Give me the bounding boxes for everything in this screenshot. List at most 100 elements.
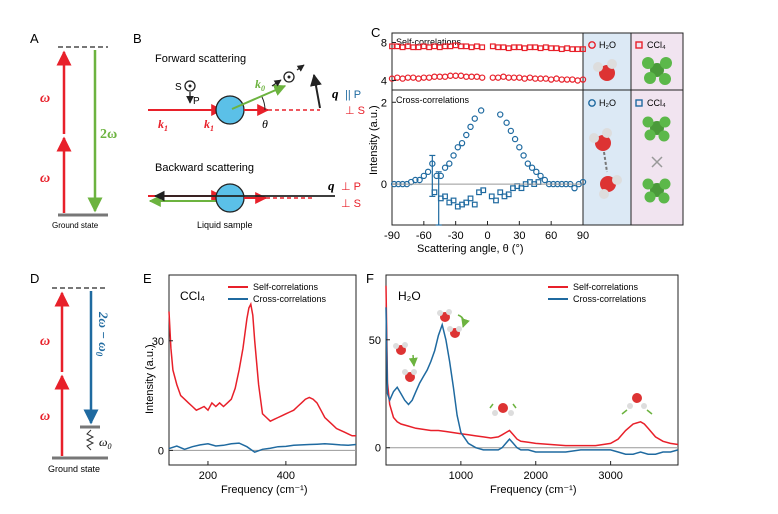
panel-b-label: B — [133, 31, 142, 46]
data-point-ccl4 — [436, 44, 443, 51]
panel-e: E 200 400 0 30 CCl₄ Self-correlations Cross… — [143, 271, 357, 496]
data-point-h2o — [497, 111, 504, 118]
data-point-ccl4 — [521, 45, 528, 52]
data-point-h2o — [420, 74, 428, 81]
f-plot: 1000 2000 3000 0 50 — [369, 285, 679, 482]
data-point-h2o — [516, 74, 523, 81]
data-point-h2o — [494, 74, 502, 81]
panel-f-frame — [385, 274, 679, 466]
data-point-ccl4 — [463, 43, 470, 50]
data-point-ccl4 — [511, 44, 517, 51]
f-title: H₂O — [398, 289, 421, 303]
data-point-h2o — [410, 74, 417, 81]
data-point-ccl4 — [447, 43, 454, 50]
data-point-h2o — [500, 73, 507, 80]
data-point-h2o — [571, 184, 578, 192]
series-line-1 — [385, 307, 679, 455]
data-point-ccl4 — [480, 187, 487, 194]
omega-label-1: ω — [40, 91, 50, 106]
data-point-ccl4 — [516, 44, 523, 51]
data-point-ccl4 — [505, 191, 512, 198]
panel-d: D ω ω 2ω − ω0 ω0 Ground state — [30, 271, 111, 474]
series-line-0 — [385, 285, 679, 447]
data-point-h2o — [458, 139, 466, 147]
perp-s-label: ⊥ S — [345, 105, 365, 117]
data-point-h2o — [404, 74, 412, 81]
data-point-h2o — [399, 75, 406, 82]
data-point-h2o — [463, 73, 470, 80]
pol-arrow-a — [271, 79, 282, 87]
e-ylabel: Intensity (a.u.) — [144, 344, 156, 414]
legend-ccl4-self: CCl₄ — [647, 40, 666, 50]
data-point-h2o — [511, 135, 519, 143]
data-point-ccl4 — [558, 46, 565, 53]
data-point-h2o — [532, 75, 539, 82]
x-tick-label: 2000 — [524, 470, 548, 482]
data-point-ccl4 — [394, 43, 401, 50]
data-point-h2o — [489, 74, 497, 81]
legend-h2o-cross: H₂O — [599, 98, 616, 108]
data-point-ccl4 — [493, 197, 499, 204]
par-p-label: || P — [345, 89, 361, 101]
data-point-ccl4 — [410, 44, 417, 51]
omega-label-2: ω — [40, 171, 50, 186]
x-tick-label: 0 — [484, 230, 490, 242]
libration-mode-icon — [393, 342, 418, 382]
data-point-h2o — [574, 77, 581, 84]
data-point-ccl4 — [505, 45, 512, 52]
intermolecular-stretch-icon — [437, 309, 470, 338]
data-point-h2o — [477, 107, 485, 114]
data-point-ccl4 — [431, 43, 438, 50]
data-point-h2o — [468, 73, 475, 80]
backward-title: Backward scattering — [155, 162, 254, 174]
x-tick-label: 30 — [513, 230, 525, 242]
data-point-h2o — [447, 72, 454, 79]
data-point-h2o — [503, 119, 510, 126]
data-point-ccl4 — [442, 193, 448, 200]
data-point-ccl4 — [389, 43, 395, 50]
panel-c: C Self-correlations Cross-correlations 4… — [368, 25, 684, 255]
data-point-h2o — [441, 73, 449, 80]
two-omega-label: 2ω — [100, 127, 117, 142]
data-point-ccl4 — [569, 46, 576, 53]
theta-arc — [261, 96, 266, 111]
pol-arrow-b — [296, 64, 305, 72]
water-dimer-icon — [589, 128, 622, 199]
data-point-ccl4 — [458, 43, 464, 50]
p-label: P — [193, 96, 200, 107]
ccl4-pair-icon — [642, 116, 671, 204]
x-tick-label: 90 — [577, 230, 589, 242]
e-plot: 200 400 0 30 — [152, 301, 357, 482]
data-point-h2o — [521, 75, 528, 82]
data-point-ccl4 — [471, 201, 478, 208]
q-label-forward: q — [332, 86, 339, 101]
forward-title: Forward scattering — [155, 53, 246, 65]
panel-d-label: D — [30, 271, 39, 286]
panel-a: A ω ω 2ω Ground state — [30, 31, 117, 230]
data-point-h2o — [537, 172, 544, 180]
d-omega-label-1: ω — [40, 334, 50, 349]
data-point-ccl4 — [495, 44, 502, 51]
k1-label-b: k1 — [204, 117, 214, 133]
data-point-h2o — [528, 164, 536, 171]
panel-c-frame — [391, 32, 684, 226]
d-omega-label-2: ω — [40, 409, 50, 424]
data-point-ccl4 — [564, 45, 570, 52]
cross-corr-title: Cross-correlations — [396, 95, 470, 105]
y-tick-label: 8 — [381, 38, 387, 50]
x-tick-label: -60 — [416, 230, 432, 242]
data-point-h2o — [471, 115, 478, 122]
k1-label-a: k1 — [158, 117, 168, 133]
data-point-h2o — [563, 76, 571, 83]
data-point-ccl4 — [574, 46, 581, 53]
c-cross-plot: 0 2 -90 -60 -30 0 30 60 90 — [381, 97, 589, 242]
data-point-h2o — [463, 131, 470, 139]
data-point-h2o — [450, 152, 457, 159]
data-point-ccl4 — [426, 44, 433, 51]
panel-b: B Forward scattering S P θ k1 k1 k0 q ||… — [133, 31, 365, 230]
e-title: CCl₄ — [180, 289, 205, 303]
x-tick-label: 200 — [199, 470, 217, 482]
data-point-h2o — [505, 74, 512, 81]
data-point-h2o — [569, 76, 576, 83]
